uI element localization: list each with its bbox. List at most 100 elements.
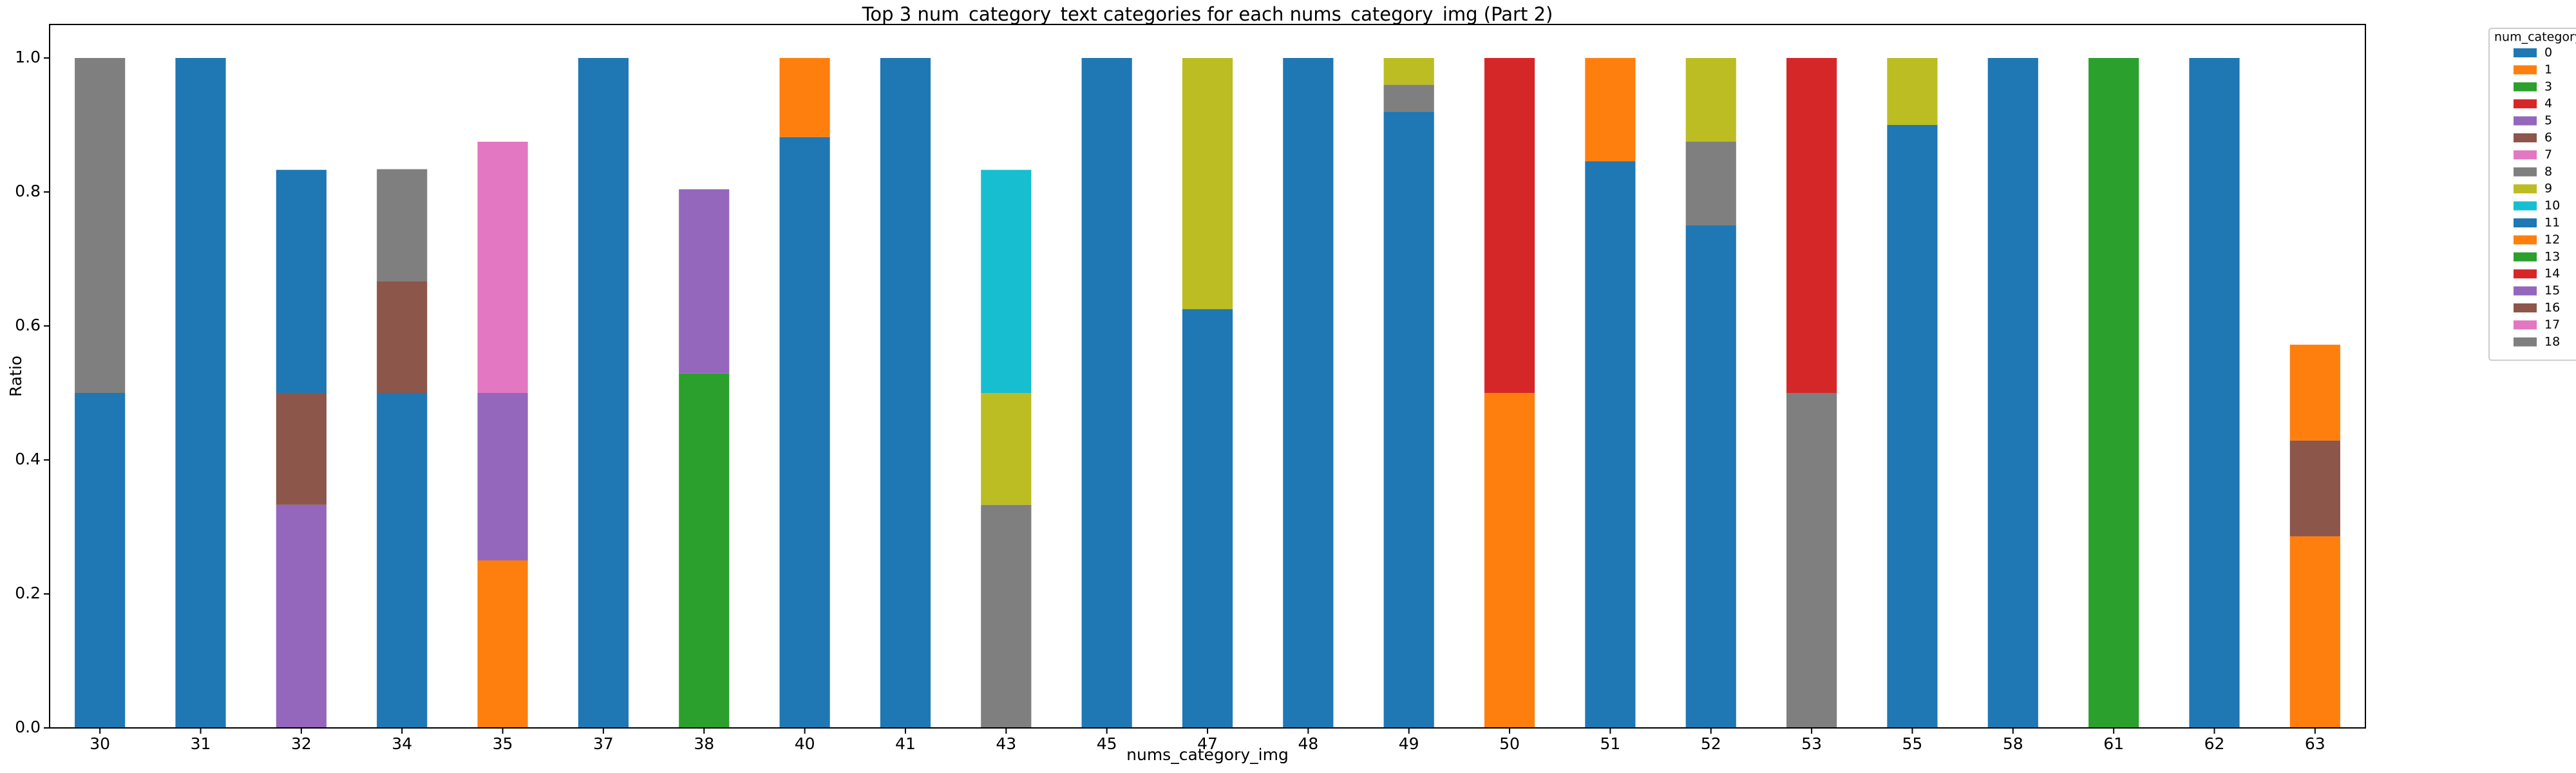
bar-segment: [679, 189, 730, 374]
bar-segment: [477, 393, 528, 560]
x-tick-label: 38: [694, 734, 714, 753]
bar-segment: [1383, 58, 1434, 85]
bar-segment: [276, 393, 327, 505]
legend-label: 7: [2544, 148, 2552, 162]
bar-segment: [981, 393, 1032, 505]
x-tick-label: 30: [90, 734, 110, 753]
bar-segment: [880, 58, 931, 728]
bar-segment: [981, 504, 1032, 728]
x-tick-label: 43: [996, 734, 1016, 753]
legend-swatch: [2514, 320, 2537, 330]
legend-swatch: [2514, 337, 2537, 347]
bar-segment: [377, 169, 428, 282]
bar-segment: [175, 58, 226, 728]
legend-label: 8: [2544, 164, 2552, 178]
bar-segment: [2289, 345, 2340, 441]
bar-segment: [377, 393, 428, 728]
bar-segment: [679, 373, 730, 728]
legend-label: 18: [2544, 334, 2560, 348]
legend-label: 4: [2544, 97, 2552, 111]
bar-segment: [981, 169, 1032, 393]
bar-segment: [2189, 58, 2240, 728]
legend-swatch: [2514, 269, 2537, 279]
bar-segment: [477, 560, 528, 728]
bar-segment: [1887, 125, 1938, 728]
legend-swatch: [2514, 235, 2537, 245]
bar-segment: [2088, 58, 2139, 728]
bar-segment: [1786, 393, 1837, 728]
bar-segment: [2289, 440, 2340, 537]
legend-swatch: [2514, 116, 2537, 126]
y-tick-label: 0.8: [15, 182, 41, 200]
x-tick-label: 34: [392, 734, 412, 753]
bar-segment: [1887, 58, 1938, 125]
legend-label: 1: [2544, 62, 2552, 77]
bar-segment: [779, 137, 830, 729]
bar-segment: [75, 58, 126, 393]
x-tick-label: 47: [1197, 734, 1218, 753]
bar-segment: [1987, 58, 2038, 728]
legend-label: 5: [2544, 113, 2552, 128]
plot-frame: [49, 24, 2366, 729]
x-tick-label: 35: [493, 734, 513, 753]
legend: num_category_text01345678910111213141516…: [2488, 28, 2576, 361]
x-tick-label: 32: [291, 734, 312, 753]
bar-segment: [1383, 84, 1434, 112]
bar-segment: [276, 169, 327, 393]
x-tick-label: 63: [2305, 734, 2325, 753]
bar-segment: [1585, 161, 1636, 728]
x-axis-label: nums_category_img: [1126, 745, 1289, 764]
x-tick-label: 51: [1600, 734, 1620, 753]
x-tick-label: 58: [2003, 734, 2023, 753]
y-tick-label: 0.2: [15, 584, 41, 602]
y-tick-label: 0.6: [15, 316, 41, 334]
legend-label: 16: [2544, 301, 2560, 315]
x-tick-label: 53: [1801, 734, 1822, 753]
y-axis-label: Ratio: [6, 356, 25, 397]
x-tick-label: 41: [895, 734, 916, 753]
bar-segment: [1283, 58, 1334, 728]
y-tick-label: 0.0: [15, 718, 41, 736]
legend-label: 15: [2544, 283, 2560, 298]
legend-title: num_category_text: [2494, 30, 2576, 44]
legend-swatch: [2514, 303, 2537, 312]
legend-label: 11: [2544, 216, 2560, 230]
bar-segment: [2289, 536, 2340, 728]
bar-segment: [578, 58, 629, 728]
bar-segment: [1081, 58, 1132, 728]
bar-segment: [1383, 111, 1434, 728]
legend-label: 10: [2544, 198, 2560, 213]
x-tick-label: 50: [1499, 734, 1520, 753]
legend-label: 0: [2544, 46, 2552, 60]
x-tick-label: 48: [1298, 734, 1318, 753]
bar-segment: [1685, 142, 1736, 225]
legend-label: 17: [2544, 318, 2560, 332]
bar-segment: [779, 58, 830, 137]
bar-segment: [1484, 393, 1535, 728]
bar-segment: [276, 504, 327, 728]
y-tick-label: 0.4: [15, 450, 41, 468]
y-tick-label: 1.0: [15, 48, 41, 66]
x-tick-label: 62: [2204, 734, 2225, 753]
legend-swatch: [2514, 133, 2537, 142]
x-tick-label: 52: [1701, 734, 1721, 753]
legend-swatch: [2514, 99, 2537, 109]
legend-swatch: [2514, 252, 2537, 262]
legend-label: 9: [2544, 182, 2552, 196]
bar-segment: [1685, 225, 1736, 728]
bar-segment: [1786, 58, 1837, 393]
legend-label: 13: [2544, 249, 2560, 263]
bar-segment: [1685, 58, 1736, 142]
x-tick-label: 49: [1399, 734, 1419, 753]
bar-segment: [1484, 58, 1535, 393]
bar-segment: [1182, 58, 1233, 309]
x-tick-label: 37: [593, 734, 614, 753]
chart-title: Top 3 num_category_text categories for e…: [862, 3, 1553, 25]
x-tick-label: 45: [1097, 734, 1117, 753]
legend-swatch: [2514, 65, 2537, 75]
legend-swatch: [2514, 184, 2537, 194]
bar-segment: [75, 393, 126, 728]
legend-swatch: [2514, 201, 2537, 211]
